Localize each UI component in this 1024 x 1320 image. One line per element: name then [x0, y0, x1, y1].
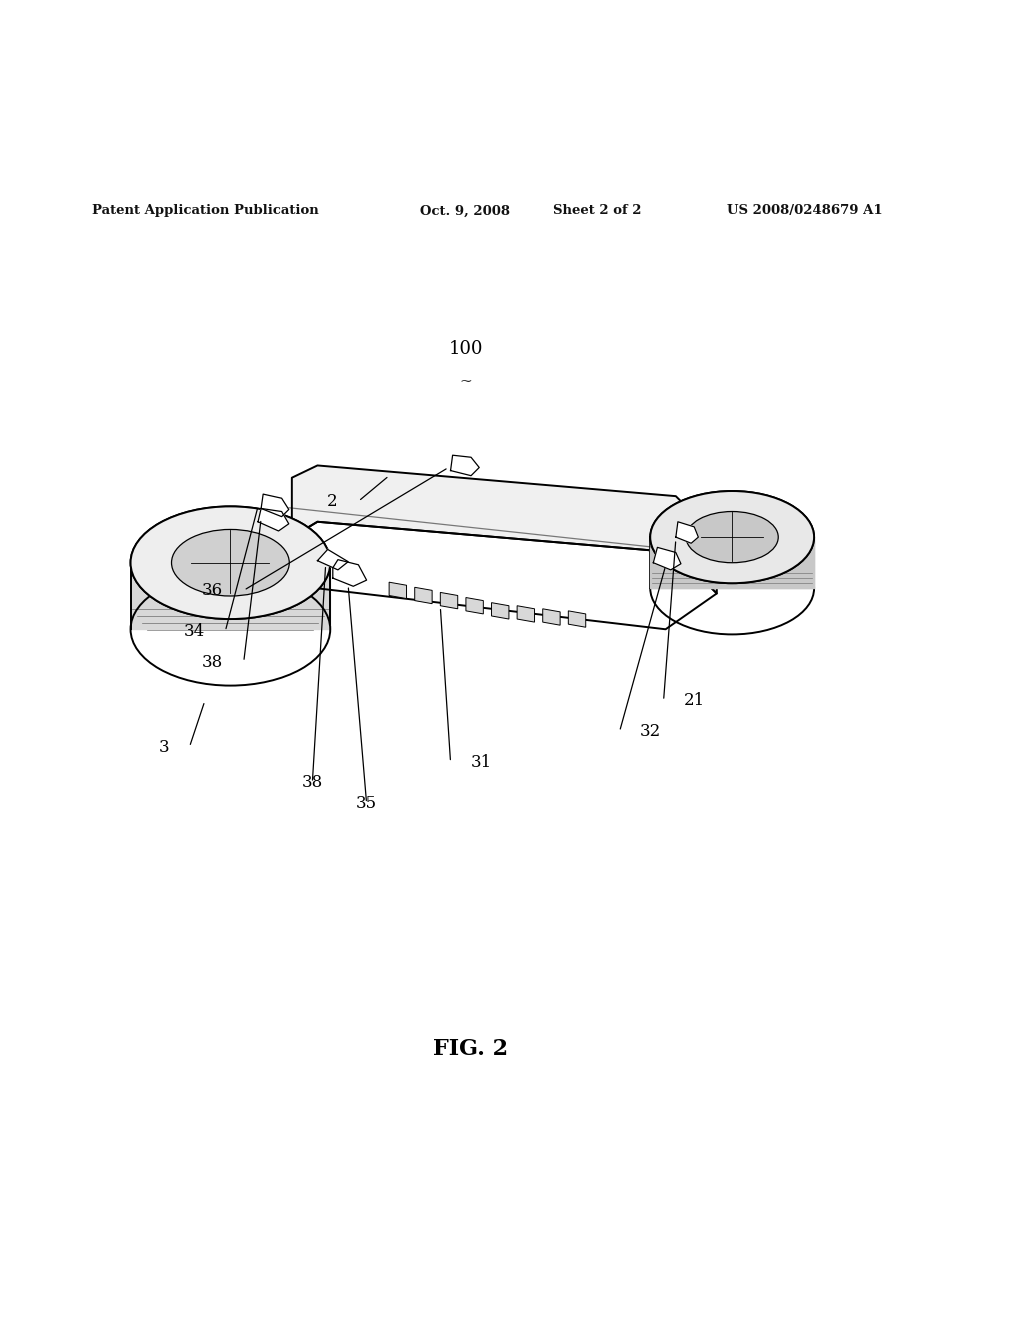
Text: Sheet 2 of 2: Sheet 2 of 2 — [553, 205, 641, 218]
Polygon shape — [517, 606, 535, 622]
Ellipse shape — [686, 512, 778, 562]
Ellipse shape — [172, 529, 290, 597]
Polygon shape — [415, 587, 432, 603]
Ellipse shape — [650, 491, 814, 583]
Polygon shape — [292, 466, 717, 594]
Text: 38: 38 — [202, 653, 223, 671]
Polygon shape — [492, 603, 509, 619]
Polygon shape — [440, 593, 458, 609]
Polygon shape — [258, 508, 289, 531]
Text: FIG. 2: FIG. 2 — [433, 1038, 509, 1060]
Polygon shape — [650, 537, 814, 589]
Polygon shape — [543, 609, 560, 626]
Text: 32: 32 — [640, 723, 662, 741]
Polygon shape — [389, 582, 407, 598]
Polygon shape — [653, 548, 681, 570]
Polygon shape — [568, 611, 586, 627]
Text: Oct. 9, 2008: Oct. 9, 2008 — [420, 205, 510, 218]
Ellipse shape — [650, 491, 814, 583]
Text: ~: ~ — [460, 375, 472, 389]
Ellipse shape — [172, 529, 290, 597]
Text: US 2008/0248679 A1: US 2008/0248679 A1 — [727, 205, 883, 218]
Text: 2: 2 — [328, 492, 338, 510]
Polygon shape — [466, 598, 483, 614]
Text: 35: 35 — [356, 795, 377, 812]
Text: 100: 100 — [449, 341, 483, 358]
Ellipse shape — [686, 512, 778, 562]
Ellipse shape — [131, 507, 330, 619]
Text: Patent Application Publication: Patent Application Publication — [92, 205, 318, 218]
Polygon shape — [292, 521, 717, 630]
Text: 34: 34 — [183, 623, 205, 640]
Text: 38: 38 — [302, 775, 323, 792]
Polygon shape — [650, 537, 814, 589]
Polygon shape — [317, 549, 348, 570]
Text: 3: 3 — [159, 739, 169, 755]
Polygon shape — [676, 521, 698, 544]
Polygon shape — [261, 494, 289, 516]
Text: 31: 31 — [471, 754, 493, 771]
Text: 36: 36 — [202, 582, 223, 599]
Ellipse shape — [131, 507, 330, 619]
Polygon shape — [131, 562, 330, 630]
Polygon shape — [333, 560, 367, 586]
Text: 21: 21 — [684, 693, 706, 709]
Polygon shape — [451, 455, 479, 475]
